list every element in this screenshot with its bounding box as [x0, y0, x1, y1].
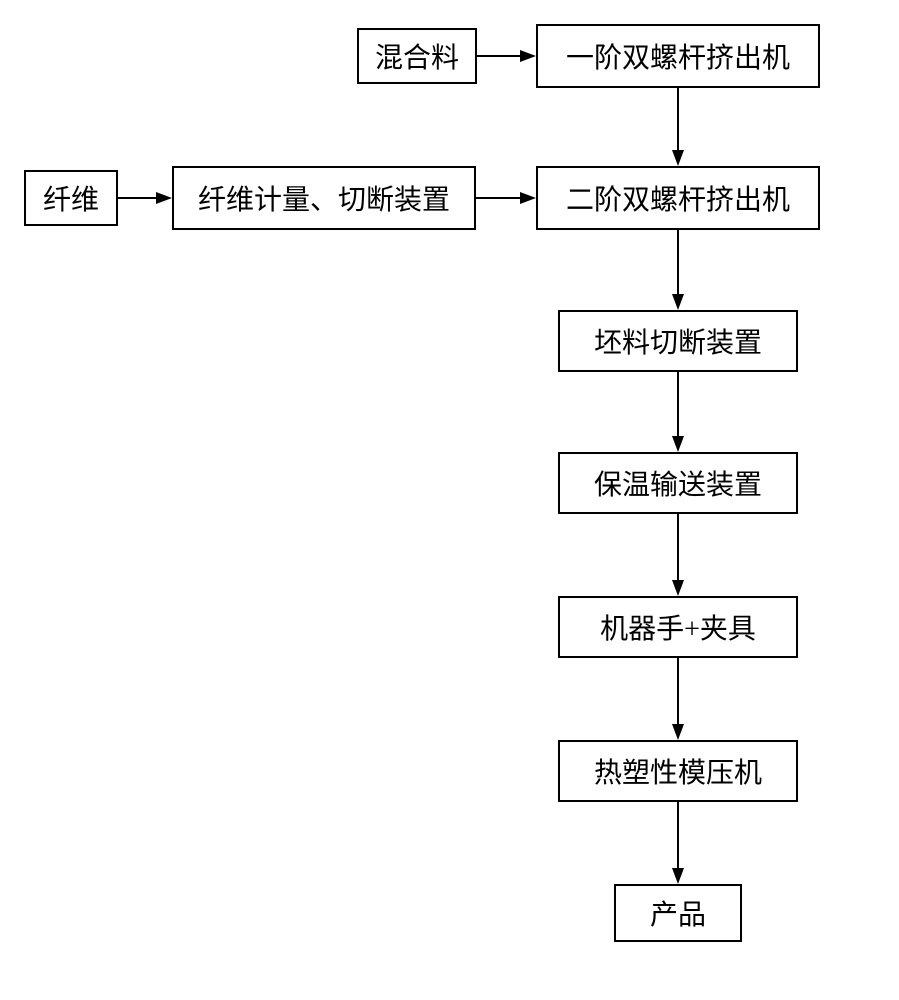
- node-label: 一阶双螺杆挤出机: [566, 36, 790, 76]
- node-transport: 保温输送装置: [558, 452, 798, 514]
- node-ext2: 二阶双螺杆挤出机: [536, 166, 820, 230]
- node-mix: 混合料: [357, 28, 477, 84]
- node-label: 纤维: [43, 178, 99, 218]
- node-ext1: 一阶双螺杆挤出机: [536, 24, 820, 88]
- node-label: 坯料切断装置: [594, 321, 762, 361]
- node-label: 二阶双螺杆挤出机: [566, 178, 790, 218]
- node-label: 保温输送装置: [594, 463, 762, 503]
- node-product: 产品: [614, 884, 742, 942]
- node-label: 热塑性模压机: [594, 751, 762, 791]
- flowchart-canvas: 混合料 一阶双螺杆挤出机 纤维 纤维计量、切断装置 二阶双螺杆挤出机 坯料切断装…: [0, 0, 899, 1000]
- node-label: 机器手+夹具: [600, 607, 756, 647]
- node-cut: 坯料切断装置: [558, 310, 798, 372]
- node-label: 纤维计量、切断装置: [198, 178, 450, 218]
- node-label: 产品: [650, 893, 706, 933]
- node-label: 混合料: [375, 36, 459, 76]
- node-press: 热塑性模压机: [558, 740, 798, 802]
- node-fiber: 纤维: [24, 170, 118, 226]
- node-robot: 机器手+夹具: [558, 596, 798, 658]
- node-fiber-dev: 纤维计量、切断装置: [172, 166, 476, 230]
